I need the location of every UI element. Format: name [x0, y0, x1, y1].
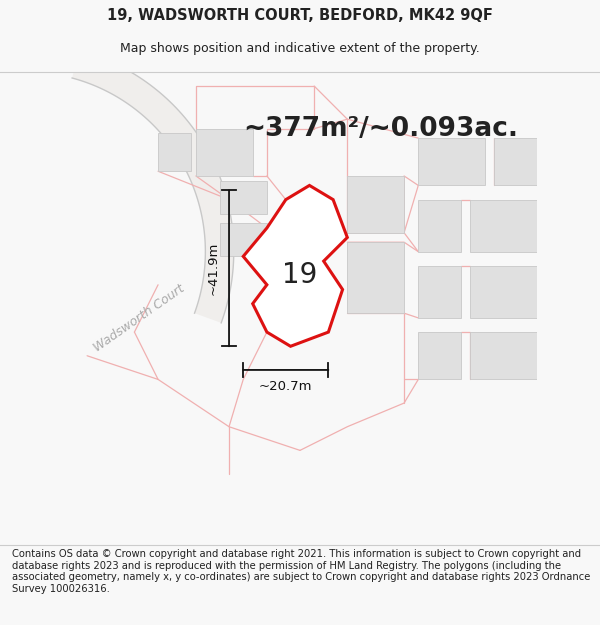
Text: Contains OS data © Crown copyright and database right 2021. This information is : Contains OS data © Crown copyright and d… — [12, 549, 590, 594]
Polygon shape — [347, 176, 404, 232]
Polygon shape — [72, 51, 234, 323]
Polygon shape — [220, 181, 267, 214]
Polygon shape — [470, 199, 536, 252]
Polygon shape — [220, 223, 267, 256]
Polygon shape — [243, 186, 347, 346]
Polygon shape — [470, 266, 536, 318]
Text: ~41.9m: ~41.9m — [206, 241, 220, 295]
Polygon shape — [418, 199, 461, 252]
Text: 19: 19 — [283, 261, 317, 289]
Polygon shape — [470, 332, 536, 379]
Polygon shape — [418, 138, 485, 186]
Text: 19, WADSWORTH COURT, BEDFORD, MK42 9QF: 19, WADSWORTH COURT, BEDFORD, MK42 9QF — [107, 8, 493, 23]
Text: Wadsworth Court: Wadsworth Court — [91, 282, 187, 354]
Text: ~377m²/~0.093ac.: ~377m²/~0.093ac. — [243, 116, 518, 142]
Polygon shape — [494, 138, 536, 186]
Polygon shape — [347, 242, 404, 313]
Polygon shape — [418, 332, 461, 379]
Polygon shape — [196, 129, 253, 176]
Polygon shape — [158, 133, 191, 171]
Text: ~20.7m: ~20.7m — [259, 380, 313, 393]
Text: Map shows position and indicative extent of the property.: Map shows position and indicative extent… — [120, 42, 480, 56]
Polygon shape — [418, 266, 461, 318]
